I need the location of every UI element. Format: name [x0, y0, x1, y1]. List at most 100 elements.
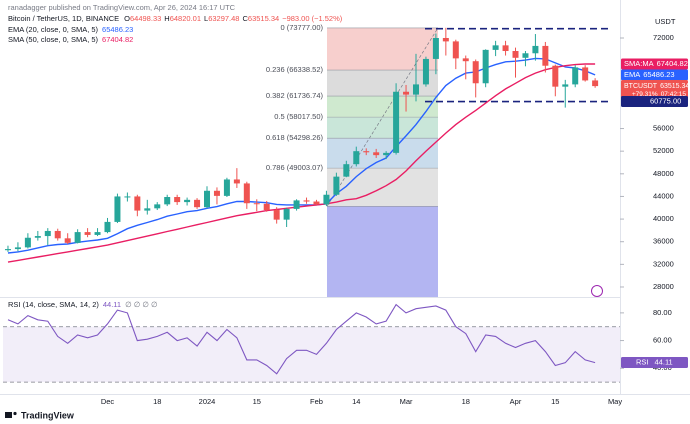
fib-label: 0.786 (49003.07) [266, 163, 324, 172]
rsi-line [7, 303, 596, 375]
candle-body [253, 203, 260, 205]
candle-body [363, 151, 370, 153]
candle-body [144, 208, 151, 211]
candle-body [4, 249, 11, 251]
fib-label: 0.5 (58017.50) [274, 112, 323, 121]
ohlc-key: L [204, 14, 208, 23]
fib-label: 0.236 (66338.52) [266, 65, 324, 74]
candle-body [343, 164, 350, 177]
x-tick-label: May [608, 397, 622, 406]
y-tick-label: 28000 [653, 282, 674, 291]
x-tick-label: Mar [400, 397, 413, 406]
y-tick-label: 32000 [653, 259, 674, 268]
candle-body [552, 65, 559, 87]
ohlc-value: 64498.33 [130, 14, 161, 23]
candle-body [512, 51, 519, 58]
last-price-symbol: BTCUSDT [624, 83, 658, 90]
fib-label: 0 (73777.00) [280, 23, 323, 32]
x-tick-label: 14 [352, 397, 360, 406]
candle-body [194, 199, 201, 208]
candle-body [14, 247, 21, 250]
price-tag-text: SMA:MA 67404.82 [624, 59, 688, 68]
candle-body [273, 210, 280, 220]
price-tag-part: EMA [624, 70, 640, 79]
x-tick-label: Feb [310, 397, 323, 406]
candle-body [442, 37, 449, 42]
indicator-name: EMA (20, close, 0, SMA, 5) [8, 25, 99, 34]
y-tick-label: 48000 [653, 169, 674, 178]
candle-body [582, 67, 589, 81]
fib-zone [327, 96, 438, 118]
rsi-title: RSI (14, close, SMA, 14, 2) [8, 300, 99, 309]
indicator-name: SMA (50, close, 0, SMA, 5) [8, 35, 99, 44]
last-price-text: BTCUSDT 63515.34 [624, 83, 689, 90]
y-tick-label: 44000 [653, 191, 674, 200]
brand: TradingView [21, 410, 75, 420]
candle-body [462, 58, 469, 62]
y-tick-label: 80.00 [653, 308, 672, 317]
candle-body [24, 237, 31, 248]
candle-body [243, 183, 250, 204]
price-tag [621, 69, 688, 81]
candle-body [482, 49, 489, 84]
candle-body [283, 208, 290, 220]
candle-body [104, 221, 111, 233]
candle-body [333, 176, 340, 195]
y-tick-label: 60.00 [653, 336, 672, 345]
candle-body [54, 230, 61, 239]
last-price-value: 63515.34 [660, 83, 689, 90]
y-tick-label: 40000 [653, 214, 674, 223]
candle-body [542, 45, 549, 66]
candle-body [472, 61, 479, 84]
candle-body [383, 152, 390, 156]
rsi-tag-value: 44.11 [655, 358, 673, 367]
last-price-change: +79.31% [632, 91, 658, 98]
x-tick-label: 15 [551, 397, 559, 406]
candle-body [522, 53, 529, 58]
candle-body [263, 203, 270, 211]
level-tag [621, 96, 688, 108]
rsi-band [3, 326, 620, 383]
candle-body [373, 152, 380, 156]
candle-body [303, 200, 310, 202]
ohlc-key: O [124, 14, 130, 23]
currency: USDT [655, 17, 676, 26]
x-tick-label: Apr [510, 397, 522, 406]
x-tick-label: 18 [153, 397, 161, 406]
candle-body [184, 199, 191, 203]
price-tag-part: 65486.23 [643, 70, 674, 79]
candle-body [432, 37, 439, 59]
x-tick-label: 18 [462, 397, 470, 406]
price-tag-text: EMA 65486.23 [624, 70, 675, 79]
candle-body [64, 238, 71, 243]
fib-zone [327, 70, 438, 97]
candle-body [204, 190, 211, 208]
indicator-value: 67404.82 [102, 35, 133, 44]
candle-body [313, 201, 320, 205]
indicator-legend: SMA (50, close, 0, SMA, 5) 67404.82 [8, 35, 133, 44]
candle-body [353, 151, 360, 165]
fib-label: 0.618 (54298.26) [266, 133, 324, 142]
last-price-countdown: 07:42:15 [661, 91, 687, 98]
fib-zone [327, 117, 438, 139]
rsi-tag [621, 357, 688, 369]
moving-average [7, 57, 596, 254]
candle-body [572, 67, 579, 85]
price-tag-part: SMA:MA [624, 59, 654, 68]
price-tag-part: 67404.82 [657, 59, 688, 68]
legend: Bitcoin / TetherUS, 1D, BINANCE O64498.33… [8, 14, 343, 23]
candle-body [154, 204, 161, 209]
ohlc-value: 63515.34 [248, 14, 279, 23]
last-price-tag [621, 80, 688, 101]
event-icon[interactable] [591, 285, 603, 297]
candle-body [502, 45, 509, 52]
candle-body [174, 197, 181, 203]
rsi-value: 44.11 [103, 300, 121, 309]
fib-extension [327, 206, 438, 297]
level-tag-text: 60775.00 [650, 96, 681, 105]
candle-body [84, 232, 91, 235]
candle-body [164, 197, 171, 205]
candle-body [223, 179, 230, 196]
candle-body [532, 45, 539, 54]
